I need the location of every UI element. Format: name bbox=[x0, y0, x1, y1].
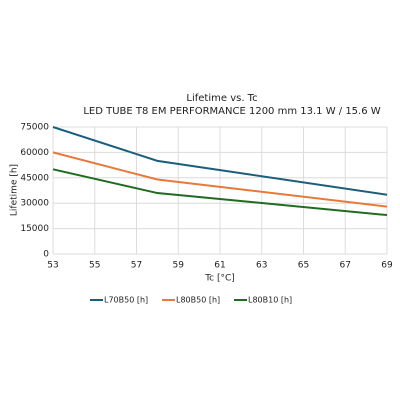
x-tick-label: 63 bbox=[256, 261, 267, 271]
x-tick-label: 55 bbox=[89, 261, 100, 271]
x-axis-label: Tc [°C] bbox=[204, 274, 235, 284]
series-line bbox=[52, 151, 388, 208]
series-line bbox=[52, 126, 388, 196]
chart-title: Lifetime vs. Tc bbox=[186, 93, 257, 104]
x-tick-label: 67 bbox=[340, 261, 351, 271]
chart-subtitle: LED TUBE T8 EM PERFORMANCE 1200 mm 13.1 … bbox=[83, 106, 380, 117]
series-line bbox=[52, 168, 388, 217]
legend-label: L80B10 [h] bbox=[248, 296, 292, 305]
y-axis-label: Lifetime [h] bbox=[10, 164, 20, 216]
y-tick-label: 75000 bbox=[20, 123, 49, 133]
y-tick-label: 15000 bbox=[20, 224, 49, 234]
legend-label: L70B50 [h] bbox=[104, 296, 148, 305]
x-tick-label: 57 bbox=[131, 261, 142, 271]
y-tick-label: 30000 bbox=[20, 199, 49, 209]
y-tick-label: 0 bbox=[43, 250, 49, 260]
x-tick-label: 53 bbox=[47, 261, 58, 271]
x-tick-label: 59 bbox=[173, 261, 185, 271]
x-tick-label: 61 bbox=[214, 261, 225, 271]
y-tick-label: 45000 bbox=[20, 173, 49, 183]
legend-label: L80B50 [h] bbox=[176, 296, 220, 305]
x-tick-label: 69 bbox=[381, 261, 393, 271]
x-tick-label: 65 bbox=[298, 261, 309, 271]
y-tick-label: 60000 bbox=[20, 148, 49, 158]
